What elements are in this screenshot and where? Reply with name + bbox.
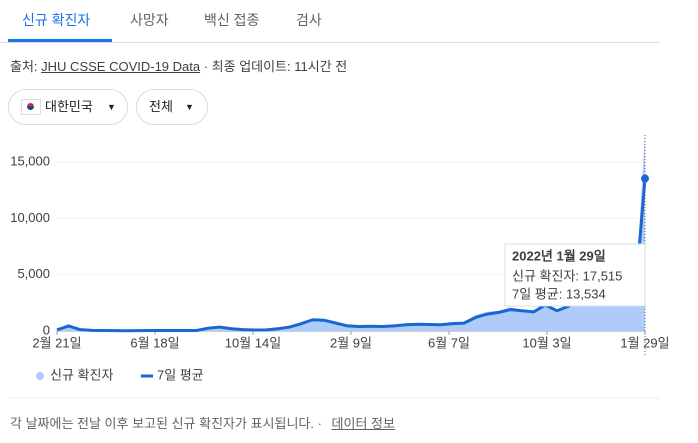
y-tick-label: 5,000: [17, 266, 50, 281]
dropdown-arrow: ▼: [107, 102, 116, 112]
source: 출처: JHU CSSE COVID-19 Data · 최종 업데이트: 11…: [10, 56, 347, 75]
y-tick-label: 15,000: [10, 153, 50, 168]
y-tick-label: 0: [43, 322, 50, 337]
footer-note: 각 날짜에는 전날 이후 보고된 신규 확진자가 표시됩니다.: [10, 416, 314, 431]
line: [56, 178, 647, 333]
tooltip-box: [504, 243, 646, 307]
tab[interactable]: 신규 확진자: [22, 12, 91, 28]
x-tick-label: 10월 14일: [225, 335, 281, 350]
tab-bar: 신규 확진자 사망자 백신 접종 검사: [0, 0, 660, 43]
legend-label: 7일 평균: [157, 367, 204, 382]
source-suffix: · 최종 업데이트: 11시간 전: [203, 59, 348, 74]
x-tick-label: 10월 3일: [522, 335, 571, 350]
tab[interactable]: 사망자: [130, 12, 169, 28]
footer-link[interactable]: 데이터 정보: [331, 416, 395, 431]
source-link[interactable]: JHU CSSE COVID-19 Data: [41, 59, 201, 74]
area: [57, 133, 645, 331]
chart: 0 5,000 10,000 15,000 2월 21일 6월 18일 10월 14일 2월 …: [8, 133, 670, 399]
x-tick-label: 6월 18일: [130, 335, 179, 350]
source-prefix: 출처:: [10, 59, 38, 74]
tooltip-line: 신규 확진자: 17,515: [512, 268, 622, 283]
filter-label: 전체: [149, 99, 173, 114]
legend-label: 신규 확진자: [50, 367, 113, 382]
tab-underline: [8, 39, 112, 42]
x-tick-label: 2월 9일: [330, 335, 372, 350]
flag: [21, 99, 41, 115]
legend-swatch: [36, 372, 44, 380]
tooltip-date: 2022년 1월 29일: [512, 248, 606, 263]
filter-label: 대한민국: [45, 99, 93, 114]
hover-dot: [641, 174, 649, 183]
country-filter[interactable]: 대한민국 ▼: [8, 89, 128, 125]
x-tick-label: 2월 21일: [32, 335, 81, 350]
footer: 각 날짜에는 전날 이후 보고된 신규 확진자가 표시됩니다. · 데이터 정보: [10, 416, 395, 431]
region-filter[interactable]: 전체 ▼: [136, 89, 208, 125]
y-tick-label: 10,000: [10, 210, 50, 225]
x-tick-label: 6월 7일: [428, 335, 470, 350]
tooltip-line: 7일 평균: 13,534: [512, 286, 606, 301]
tab[interactable]: 검사: [296, 12, 322, 28]
tab[interactable]: 백신 접종: [204, 12, 260, 28]
dropdown-arrow: ▼: [185, 102, 194, 112]
